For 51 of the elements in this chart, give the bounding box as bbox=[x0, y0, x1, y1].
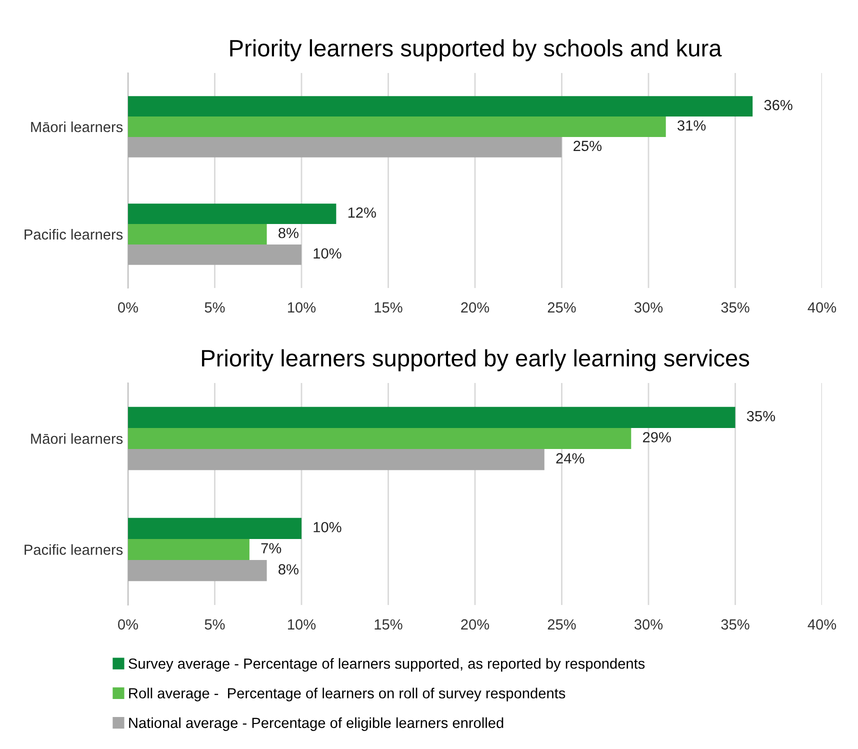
legend-label: National average - Percentage of eligible learners enrolled bbox=[129, 717, 504, 731]
bar bbox=[128, 518, 302, 539]
x-tick-label: 35% bbox=[721, 302, 750, 313]
bar bbox=[128, 204, 336, 224]
x-tick-label: 20% bbox=[461, 302, 490, 313]
x-tick-label: 35% bbox=[721, 619, 750, 630]
x-tick-label: 10% bbox=[288, 302, 316, 313]
data-label: 35% bbox=[746, 411, 776, 422]
x-tick-label: 10% bbox=[288, 619, 316, 630]
y-tick-label: Māori learners bbox=[31, 121, 123, 132]
legend-label: Survey average - Percentage of learners supported, as reported by respondents bbox=[128, 658, 645, 672]
bar bbox=[128, 449, 544, 470]
bar bbox=[128, 96, 753, 117]
data-label: 8% bbox=[278, 228, 298, 238]
data-label: 8% bbox=[278, 564, 298, 575]
data-label: 29% bbox=[642, 432, 671, 442]
y-tick-label: Māori learners bbox=[31, 433, 123, 444]
x-tick-label: 25% bbox=[548, 619, 576, 630]
data-label: 25% bbox=[574, 140, 602, 152]
legend-label: Roll average - Percentage of learners on roll of survey respondents bbox=[129, 688, 566, 702]
bar bbox=[128, 136, 562, 158]
x-tick-label: 0% bbox=[118, 302, 138, 313]
x-tick-label: 5% bbox=[204, 302, 225, 313]
x-tick-label: 0% bbox=[118, 619, 138, 630]
x-tick-label: 40% bbox=[808, 302, 836, 313]
data-label: 7% bbox=[261, 543, 282, 554]
x-tick-label: 5% bbox=[204, 619, 225, 630]
data-label: 31% bbox=[678, 120, 706, 131]
y-tick-label: Pacific learners bbox=[24, 544, 123, 555]
data-label: 36% bbox=[764, 100, 792, 110]
x-tick-label: 30% bbox=[634, 619, 663, 630]
data-label: 10% bbox=[314, 248, 342, 259]
chart-title: Priority learners supported by early learning services bbox=[202, 349, 750, 372]
bar bbox=[128, 406, 736, 428]
x-tick-label: 25% bbox=[548, 302, 576, 313]
bar bbox=[128, 244, 302, 265]
bar bbox=[128, 116, 666, 137]
x-tick-label: 15% bbox=[374, 302, 402, 313]
chart-title: Priority learners supported by schools and kura bbox=[230, 39, 722, 62]
bar bbox=[128, 560, 267, 582]
x-tick-label: 30% bbox=[634, 302, 663, 313]
data-label: 12% bbox=[348, 207, 376, 218]
bar bbox=[128, 428, 632, 450]
y-tick-label: Pacific learners bbox=[24, 228, 123, 240]
x-tick-label: 40% bbox=[808, 619, 836, 630]
data-label: 24% bbox=[556, 453, 584, 464]
bar bbox=[128, 538, 250, 560]
x-tick-label: 15% bbox=[374, 619, 402, 630]
data-label: 10% bbox=[314, 522, 342, 532]
x-tick-label: 20% bbox=[461, 619, 490, 630]
bar bbox=[128, 224, 267, 244]
